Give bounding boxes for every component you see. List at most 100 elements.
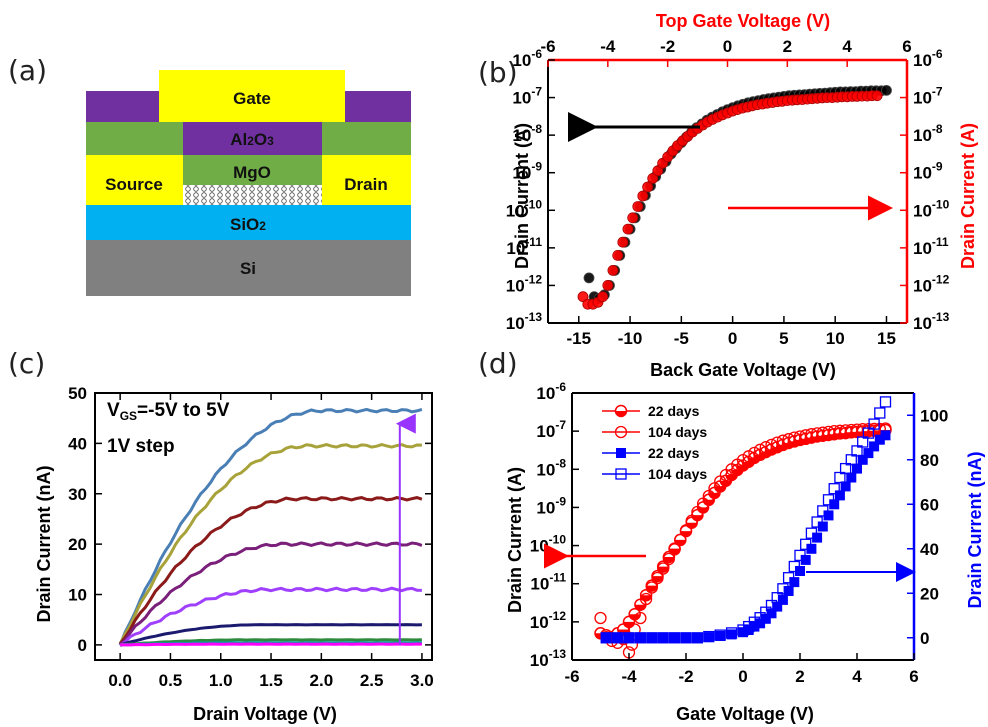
- panel-c-x-title: Drain Voltage (V): [193, 704, 337, 724]
- panel-d-marker: [646, 632, 657, 643]
- panel-d-marker: [783, 586, 794, 596]
- panel-b-y-tick-label-exp: -13: [525, 310, 543, 324]
- panel-c-curve: [119, 623, 422, 647]
- panel-d-legend: 22 days 104 days 22 days 104 days: [602, 403, 707, 482]
- panel-d-y-tick-label-base: 10: [530, 575, 549, 594]
- si-layer: [86, 240, 411, 296]
- panel-b-y-tick-label-base: 10: [512, 51, 531, 70]
- panel-d-marker-fill: [652, 576, 663, 582]
- panel-c-curve: [118, 443, 422, 645]
- al2o3-center: [183, 122, 322, 155]
- panel-d-marker: [681, 632, 691, 643]
- panel-b-marker: [652, 165, 664, 177]
- source-electrode: [86, 155, 183, 205]
- panel-c: (c) Drain Current (nA) Drain Voltage (V)…: [8, 347, 434, 724]
- panel-d-y-tick-label-base: 10: [536, 498, 555, 517]
- panel-d-marker-fill: [640, 595, 652, 601]
- drain-electrode: [322, 155, 411, 205]
- panel-b-x-tick-label: 10: [826, 329, 845, 348]
- panel-b-y2-tick-label-base: 10: [913, 276, 932, 295]
- panel-b-y2-tick-label-base: 10: [913, 239, 932, 258]
- panel-b-x-tick-label: -5: [674, 329, 689, 348]
- panel-d-marker: [880, 430, 891, 441]
- panel-d-plot: -6 -4 -2 0 2 4 610-1310-1210-1110-1010-910-810…: [530, 380, 949, 686]
- panel-b-marker: [583, 272, 595, 284]
- panel-d-marker: [845, 454, 857, 466]
- panel-b-x-tick-label: 0: [728, 329, 737, 348]
- panel-b-marker: [597, 291, 609, 303]
- panel-d-marker: [782, 572, 795, 584]
- panel-d-marker: [759, 441, 772, 454]
- panel-c-y-tick-label: 50: [68, 384, 87, 403]
- panel-c-frame: [94, 392, 433, 661]
- panel-d-marker: [685, 514, 698, 527]
- panel-b-y2-tick-label-base: 10: [913, 51, 932, 70]
- panel-d-marker: [806, 543, 817, 554]
- panel-d-marker: [777, 583, 789, 595]
- panel-d-marker-fill: [646, 585, 658, 592]
- panel-d-marker-fill: [634, 604, 646, 611]
- panel-c-annotation-2: 1V step: [107, 436, 175, 457]
- panel-d-marker: [679, 524, 693, 537]
- panel-d-marker: [623, 632, 635, 644]
- panel-d-y-tick-label-exp: -7: [555, 418, 566, 432]
- panel-c-curve: [119, 638, 422, 647]
- panel-d-y-tick-label: 10-12: [530, 609, 567, 632]
- panel-d-marker: [703, 630, 715, 643]
- panel-b-y-tick-label-exp: -12: [525, 272, 543, 286]
- panel-d-y-tick-label-exp: -9: [555, 494, 566, 508]
- panel-d-y2-tick-label: 80: [920, 451, 939, 470]
- panel-d-marker: [657, 562, 670, 575]
- panel-d-marker: [817, 505, 829, 517]
- panel-d-x-tick-label: 4: [852, 667, 862, 686]
- panel-b-x-tick-label: 15: [877, 329, 896, 348]
- panel-b-y-tick-label: 10-11: [506, 235, 542, 258]
- panel-d-marker: [726, 629, 737, 640]
- panel-d-marker: [760, 606, 772, 618]
- legend-label: 104 days: [648, 424, 707, 440]
- panel-c-x-tick-label: 0.5: [159, 671, 183, 690]
- panel-c-curve: [118, 496, 423, 645]
- panel-b-y-tick-label: 10-7: [512, 85, 542, 108]
- panel-d-y2-tick-label: 100: [920, 406, 948, 425]
- panel-d-marker: [874, 407, 886, 419]
- panel-b-y2-title: Drain Current (A): [958, 123, 978, 269]
- source-label: Source: [105, 175, 163, 194]
- panel-d-marker: [601, 632, 612, 643]
- panel-d-marker: [645, 581, 658, 594]
- panel-c-y-title: Drain Current (nA): [34, 465, 54, 622]
- panel-c-curve: [119, 541, 423, 646]
- panel-b-y-tick-label-base: 10: [512, 126, 531, 145]
- panel-d-y-tick-label-base: 10: [530, 537, 549, 556]
- legend-marker: [615, 468, 627, 480]
- panel-d-marker-fill: [686, 522, 698, 529]
- panel-b-label: (b): [478, 56, 518, 89]
- panel-d-x-tick-label: -6: [564, 667, 579, 686]
- panel-d-marker: [788, 560, 800, 573]
- panel-d-marker: [800, 554, 811, 565]
- panel-b-y2-tick-label: 10-13: [913, 310, 950, 333]
- panel-c-x-tick-label: 3.0: [410, 671, 434, 690]
- panel-d-y-tick-label: 10-11: [530, 571, 566, 594]
- gate-label: Gate: [233, 89, 271, 108]
- panel-d-marker: [788, 431, 801, 444]
- panel-d-marker: [743, 625, 754, 635]
- panel-b-x-tick-label: -15: [566, 329, 591, 348]
- panel-b-marker: [871, 90, 883, 102]
- panel-b-marker: [637, 190, 649, 202]
- panel-d-y-tick-label-base: 10: [536, 460, 555, 479]
- legend-label: 22 days: [648, 403, 700, 419]
- panel-d-marker: [714, 629, 726, 641]
- panel-d-x-title: Gate Voltage (V): [676, 704, 814, 724]
- panel-d-marker: [662, 552, 676, 566]
- panel-b-marker: [577, 291, 589, 303]
- panel-d-marker: [669, 632, 680, 643]
- panel-d-marker: [760, 613, 771, 624]
- panel-c-x-tick-label: 1.0: [209, 671, 233, 690]
- panel-b-marker: [627, 212, 639, 224]
- legend-marker: [616, 448, 626, 458]
- panel-b-x2-tick-label: 4: [842, 37, 852, 56]
- panel-d-y-tick-label-exp: -6: [555, 380, 566, 394]
